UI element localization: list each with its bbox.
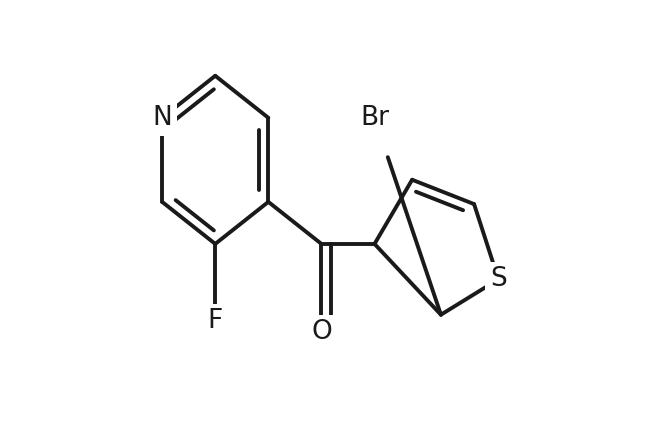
Text: F: F	[207, 308, 223, 334]
Text: S: S	[490, 266, 507, 292]
Text: Br: Br	[360, 105, 389, 131]
Text: N: N	[152, 105, 172, 131]
Text: O: O	[311, 319, 332, 345]
